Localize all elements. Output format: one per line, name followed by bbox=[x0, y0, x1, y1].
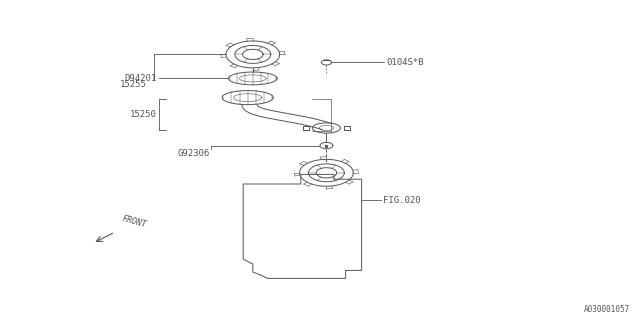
Text: FIG.020: FIG.020 bbox=[383, 196, 420, 204]
Text: D94201: D94201 bbox=[125, 74, 157, 83]
Text: 15255: 15255 bbox=[120, 80, 147, 89]
Text: G92306: G92306 bbox=[177, 149, 209, 158]
Text: 15250: 15250 bbox=[130, 110, 157, 119]
Text: FRONT: FRONT bbox=[122, 215, 148, 230]
Text: 0104S*B: 0104S*B bbox=[386, 58, 424, 67]
Text: A030001057: A030001057 bbox=[584, 305, 630, 314]
